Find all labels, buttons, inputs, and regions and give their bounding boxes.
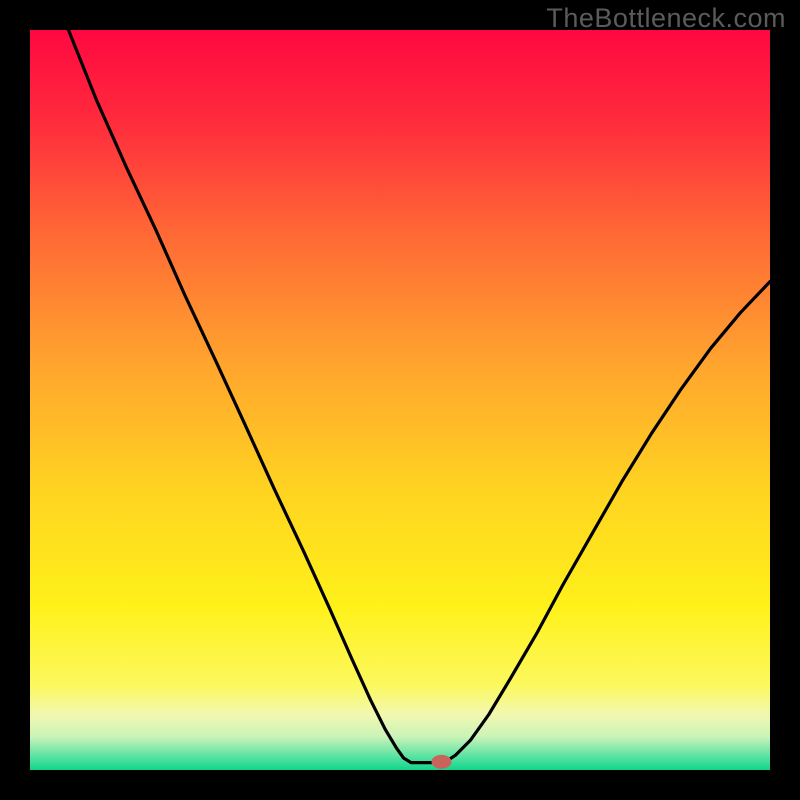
chart-stage: TheBottleneck.com [0, 0, 800, 800]
plot-background [30, 30, 770, 770]
watermark-text: TheBottleneck.com [546, 3, 786, 34]
